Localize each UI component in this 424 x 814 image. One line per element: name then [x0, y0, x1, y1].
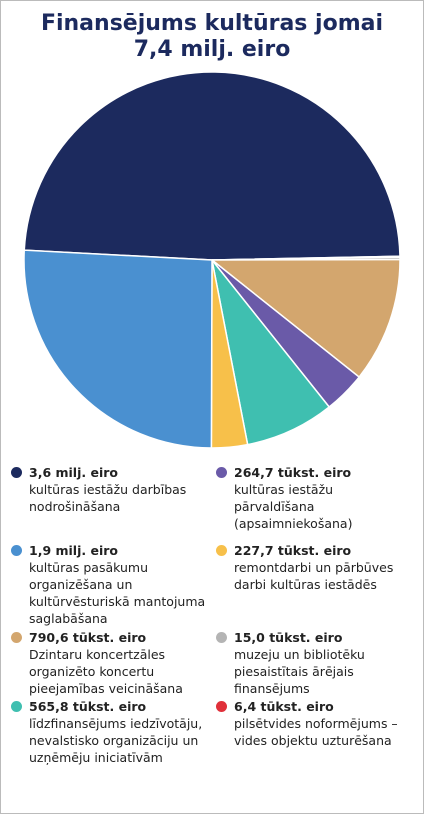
legend-label: Dzintaru koncertzāles organizēto koncert… — [29, 647, 183, 696]
legend-swatch — [216, 701, 227, 712]
value-label: 6,4 tūkst. eiro — [234, 699, 334, 714]
chart-subtitle: 7,4 milj. eiro — [133, 37, 291, 62]
legend-entry: 264,7 tūkst. eiro kultūras iestāžu pārval… — [216, 464, 409, 532]
title-block: Finansējums kultūras jomai 7,4 milj. eir… — [1, 11, 423, 63]
legend-entry: 1,9 milj. eiro kultūras pasākumu organizē… — [11, 542, 219, 627]
value-label: 227,7 tūkst. eiro — [234, 543, 352, 558]
legend-entry: 227,7 tūkst. eiro remontdarbi un pārbūves… — [216, 542, 409, 593]
legend-label: kultūras pasākumu organizēšana un kultūr… — [29, 560, 206, 626]
legend-swatch — [216, 632, 227, 643]
legend-swatch — [11, 467, 22, 478]
value-label: 565,8 tūkst. eiro — [29, 699, 147, 714]
value-label: 1,9 milj. eiro — [29, 543, 118, 558]
pie-slice — [23, 71, 401, 261]
value-label: 15,0 tūkst. eiro — [234, 630, 343, 645]
pie-slice — [209, 258, 401, 379]
legend-swatch — [11, 632, 22, 643]
legend-swatch — [216, 545, 227, 556]
pie-chart — [23, 71, 401, 449]
value-label: 264,7 tūkst. eiro — [234, 465, 352, 480]
legend-entry: 15,0 tūkst. eiro muzeju un bibliotēku pie… — [216, 629, 409, 697]
legend-label: kultūras iestāžu pārvaldīšana (apsaimnie… — [234, 482, 353, 531]
value-label: 3,6 milj. eiro — [29, 465, 118, 480]
legend-swatch — [11, 701, 22, 712]
legend-entry: 565,8 tūkst. eiro līdzfinansējums iedzīvo… — [11, 698, 219, 766]
chart-title: Finansējums kultūras jomai — [40, 11, 384, 36]
legend-label: remontdarbi un pārbūves darbi kultūras i… — [234, 560, 394, 592]
legend-label: kultūras iestāžu darbības nodrošināšana — [29, 482, 187, 514]
value-label: 790,6 tūkst. eiro — [29, 630, 147, 645]
pie-slice — [23, 249, 213, 449]
legend-label: līdzfinansējums iedzīvotāju, nevalstisko… — [29, 716, 203, 765]
legend-entry: 6,4 tūkst. eiro pilsētvides noformējums –… — [216, 698, 409, 749]
legend-label: pilsētvides noformējums – vides objektu … — [234, 716, 398, 748]
legend-swatch — [216, 467, 227, 478]
legend-label: muzeju un bibliotēku piesaistītais ārēja… — [234, 647, 365, 696]
legend-entry: 3,6 milj. eiro kultūras iestāžu darbības … — [11, 464, 219, 515]
legend-entry: 790,6 tūkst. eiro Dzintaru koncertzāles o… — [11, 629, 219, 697]
legend-swatch — [11, 545, 22, 556]
